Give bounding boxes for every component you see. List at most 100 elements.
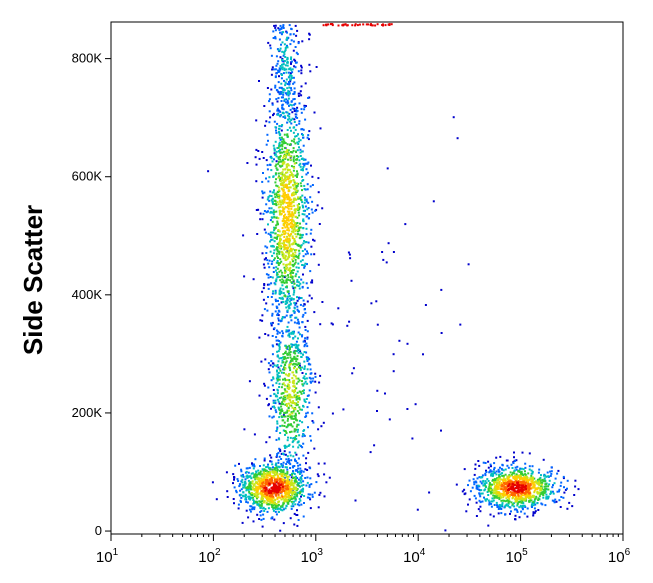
data-point [287,321,290,324]
data-point [508,493,511,496]
data-point [282,461,285,464]
data-point [502,499,505,502]
data-point [552,492,555,495]
data-point [291,363,294,366]
data-point [294,275,297,278]
data-point [521,472,524,475]
data-point [290,39,293,42]
data-point [300,356,303,358]
data-point [282,210,285,213]
data-point [294,233,297,236]
data-point [263,488,266,491]
data-point [531,472,534,475]
data-point [246,476,249,479]
data-point [500,499,503,502]
data-point [286,198,289,201]
data-point [289,361,292,364]
data-point [495,473,498,476]
data-point [275,163,278,166]
data-point [271,254,274,257]
data-point [513,451,515,454]
data-point [303,104,306,107]
data-point [280,396,283,399]
data-point [382,258,385,261]
data-point [282,503,285,506]
data-point [294,375,297,378]
data-point [295,453,298,456]
data-point [296,345,299,347]
data-point [274,483,277,486]
data-point [312,421,315,424]
data-point [306,406,309,409]
data-point [288,348,291,351]
data-point [253,493,256,496]
data-point [280,86,283,89]
data-point [314,391,317,394]
data-point [278,348,281,351]
data-point [303,382,306,385]
data-point [281,60,284,63]
data-point [272,112,275,115]
data-point [291,390,294,393]
data-point [286,290,289,293]
data-point [253,500,255,503]
data-point [287,269,290,271]
data-point [301,383,304,386]
data-point [508,495,511,498]
data-point [284,430,287,433]
data-point [278,250,281,253]
data-point [275,339,278,342]
data-point [292,228,295,231]
data-point [492,492,495,495]
data-point [308,358,311,361]
data-point [398,339,401,342]
data-point [289,353,292,356]
data-point [520,467,523,470]
data-point [289,314,292,317]
data-point [311,279,314,282]
data-point [270,322,273,325]
data-point [298,349,301,352]
data-point [276,474,279,477]
data-point [275,64,278,67]
data-point [277,81,280,84]
data-point [285,403,288,405]
data-point [290,69,293,72]
data-point [298,159,301,162]
data-point [287,215,290,218]
data-point [265,302,268,305]
data-point [534,510,537,513]
data-point [254,156,257,159]
data-point [276,234,279,236]
data-point [270,207,273,210]
data-point [521,494,524,497]
data-point [298,434,301,437]
data-point [271,405,274,408]
data-point [262,517,265,520]
data-point [298,364,301,367]
data-point [268,100,271,103]
data-point [515,483,518,486]
data-point [274,75,277,78]
data-point [268,98,271,101]
data-point [275,224,278,227]
data-point [483,496,485,499]
data-point [299,408,302,411]
data-point [275,478,278,481]
data-point [245,489,248,492]
data-point [281,91,284,94]
data-point [309,363,312,366]
data-point [513,492,516,495]
data-point [288,267,291,270]
data-point [513,505,516,508]
data-point [287,488,290,491]
data-point [264,487,267,490]
data-point [502,469,505,472]
data-point [288,366,291,369]
data-point [524,506,527,508]
data-point [297,95,300,97]
data-point [288,197,291,200]
data-point [516,509,519,512]
data-point [272,482,275,485]
data-point [297,337,299,340]
